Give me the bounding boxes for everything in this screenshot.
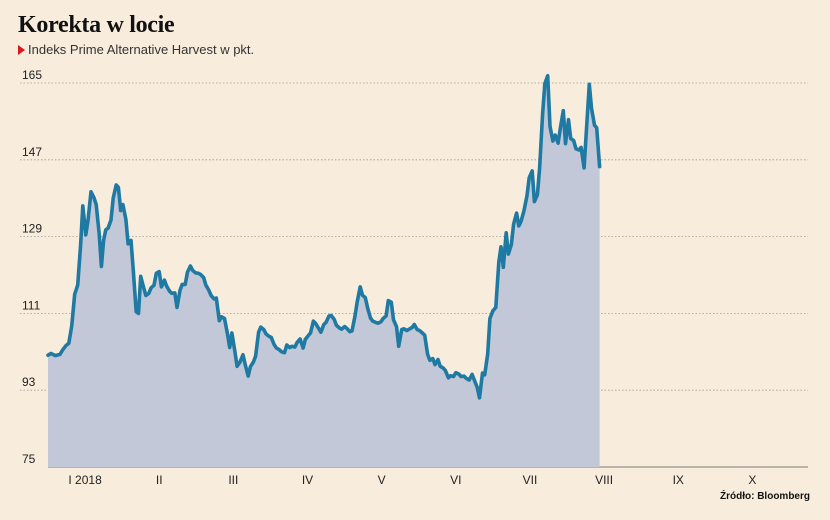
x-tick-label: IX	[673, 473, 684, 487]
x-tick-label: III	[228, 473, 238, 487]
y-tick-label: 93	[22, 375, 36, 389]
y-tick-label: 129	[22, 222, 42, 236]
x-tick-label: V	[378, 473, 386, 487]
x-axis: I 2018 II III IV V VI VII VIII IX X	[68, 473, 756, 487]
triangle-marker-icon	[18, 45, 25, 55]
chart-subtitle-text: Indeks Prime Alternative Harvest w pkt.	[28, 42, 255, 57]
y-tick-label: 111	[22, 298, 41, 312]
x-tick-label: I 2018	[68, 473, 102, 487]
x-tick-label: IV	[302, 473, 313, 487]
x-tick-label: X	[748, 473, 756, 487]
y-tick-label: 75	[22, 452, 36, 466]
series-area	[48, 75, 600, 467]
x-tick-label: VII	[523, 473, 538, 487]
chart-area-layer	[46, 73, 602, 467]
source-note: Źródło: Bloomberg	[720, 491, 810, 502]
x-tick-label: VIII	[595, 473, 613, 487]
x-tick-label: II	[156, 473, 163, 487]
chart-title: Korekta w locie	[18, 12, 175, 38]
y-axis: 75 93 111 129 147 165	[22, 68, 42, 466]
series-line	[46, 73, 602, 400]
chart-subtitle: Indeks Prime Alternative Harvest w pkt.	[18, 42, 254, 57]
y-tick-label: 147	[22, 145, 42, 159]
x-tick-label: VI	[450, 473, 461, 487]
y-tick-label: 165	[22, 68, 42, 82]
